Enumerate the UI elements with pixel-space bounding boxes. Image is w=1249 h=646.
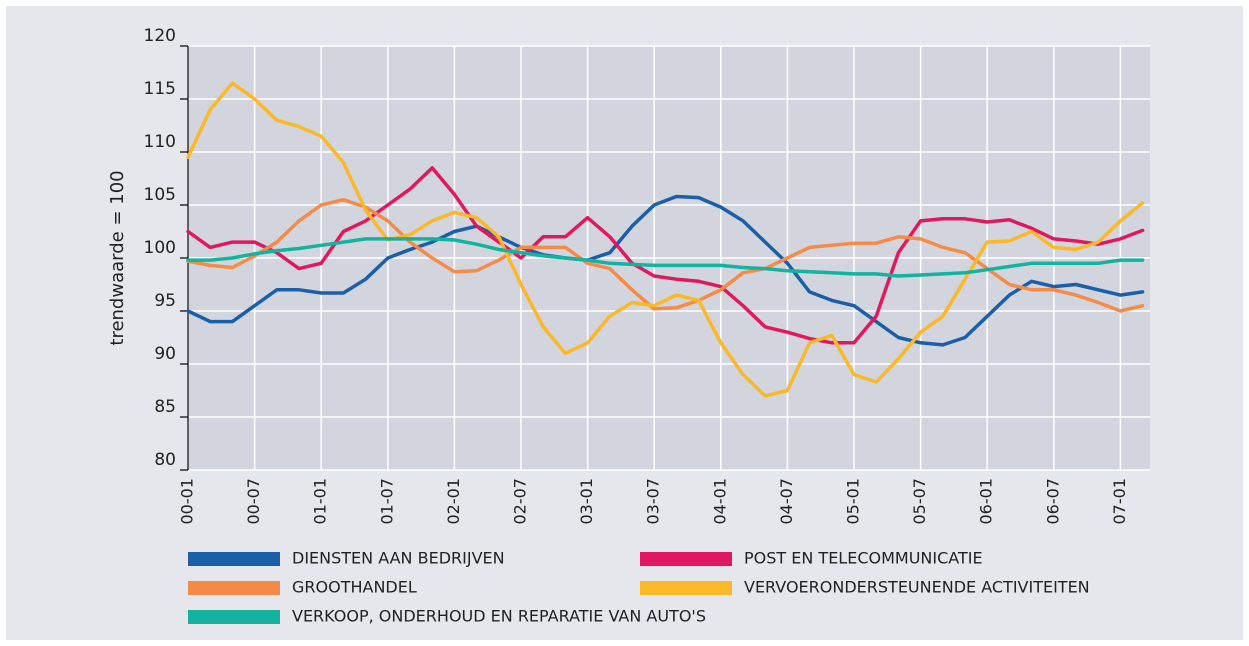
legend-label: VERKOOP, ONDERHOUD EN REPARATIE VAN AUTO… [292, 607, 706, 626]
x-tick-label: 00-01 [178, 478, 197, 525]
x-tick-label: 05-07 [910, 478, 929, 525]
x-tick-label: 06-01 [977, 478, 996, 525]
y-tick-label: 105 [144, 185, 176, 205]
legend-label: DIENSTEN AAN BEDRIJVEN [292, 549, 505, 568]
y-tick-label: 120 [144, 26, 176, 46]
y-axis-label: trendwaarde = 100 [107, 170, 128, 345]
x-tick-label: 03-01 [577, 478, 596, 525]
legend-swatch [188, 610, 280, 624]
x-tick-label: 00-07 [244, 478, 263, 525]
x-tick-label: 03-07 [644, 478, 663, 525]
x-tick-label: 02-07 [511, 478, 530, 525]
y-tick-label: 110 [144, 132, 176, 152]
legend-swatch [188, 552, 280, 566]
x-tick-label: 02-01 [444, 478, 463, 525]
y-tick-label: 90 [154, 344, 176, 364]
legend-swatch [640, 552, 732, 566]
series-line [186, 166, 1145, 345]
x-tick-label: 01-07 [377, 478, 396, 525]
series-line [186, 197, 1145, 313]
series-line [186, 194, 1145, 347]
legend-label: VERVOERONDERSTEUNENDE ACTIVITEITEN [744, 578, 1090, 597]
y-tick-label: 115 [144, 79, 176, 99]
y-tick-label: 85 [154, 397, 176, 417]
y-tick-label: 80 [154, 450, 176, 470]
x-tick-label: 05-01 [844, 478, 863, 525]
series-line [186, 81, 1145, 398]
series-line [186, 237, 1145, 278]
y-tick-label: 95 [154, 291, 176, 311]
legend-swatch [188, 581, 280, 595]
legend-label: POST EN TELECOMMUNICATIE [744, 549, 983, 568]
legend-label: GROOTHANDEL [292, 578, 417, 597]
y-tick-label: 100 [144, 238, 176, 258]
legend-swatch [640, 581, 732, 595]
x-tick-label: 04-07 [777, 478, 796, 525]
x-tick-label: 06-07 [1043, 478, 1062, 525]
x-tick-label: 07-01 [1110, 478, 1129, 525]
x-tick-label: 01-01 [311, 478, 330, 525]
x-tick-label: 04-01 [710, 478, 729, 525]
